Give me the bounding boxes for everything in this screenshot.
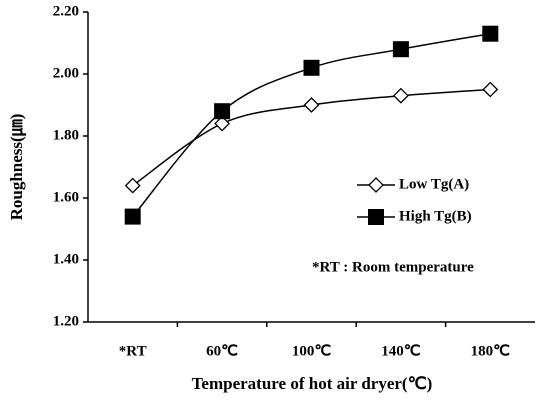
marker xyxy=(392,87,409,104)
x-tick-label: 100℃ xyxy=(292,343,332,359)
marker xyxy=(214,103,231,120)
x-axis-title: Temperature of hot air dryer(℃) xyxy=(192,374,433,393)
legend-label: High Tg(B) xyxy=(399,208,472,224)
marker xyxy=(303,59,320,76)
marker xyxy=(124,177,141,194)
y-tick-label: 1.20 xyxy=(53,313,79,329)
marker xyxy=(392,41,409,58)
y-tick-label: 1.80 xyxy=(53,127,79,143)
marker xyxy=(482,25,499,42)
x-tick-label: *RT xyxy=(119,343,147,359)
y-tick-label: 2.00 xyxy=(53,65,79,81)
x-tick-label: 60℃ xyxy=(206,343,238,359)
y-axis-title: Roughness(㎛) xyxy=(7,114,27,221)
legend-label: Low Tg(A) xyxy=(399,176,469,192)
y-tick-label: 1.40 xyxy=(53,251,79,267)
marker xyxy=(368,209,384,225)
marker xyxy=(303,97,320,113)
x-tick-label: 140℃ xyxy=(381,343,421,359)
marker xyxy=(124,208,141,225)
annotation: *RT : Room temperature xyxy=(312,259,474,275)
y-tick-label: 1.60 xyxy=(53,189,79,205)
y-tick-label: 2.20 xyxy=(53,3,79,19)
marker xyxy=(214,115,231,132)
x-tick-label: 180℃ xyxy=(471,343,511,359)
marker xyxy=(368,177,384,193)
marker xyxy=(482,81,499,98)
